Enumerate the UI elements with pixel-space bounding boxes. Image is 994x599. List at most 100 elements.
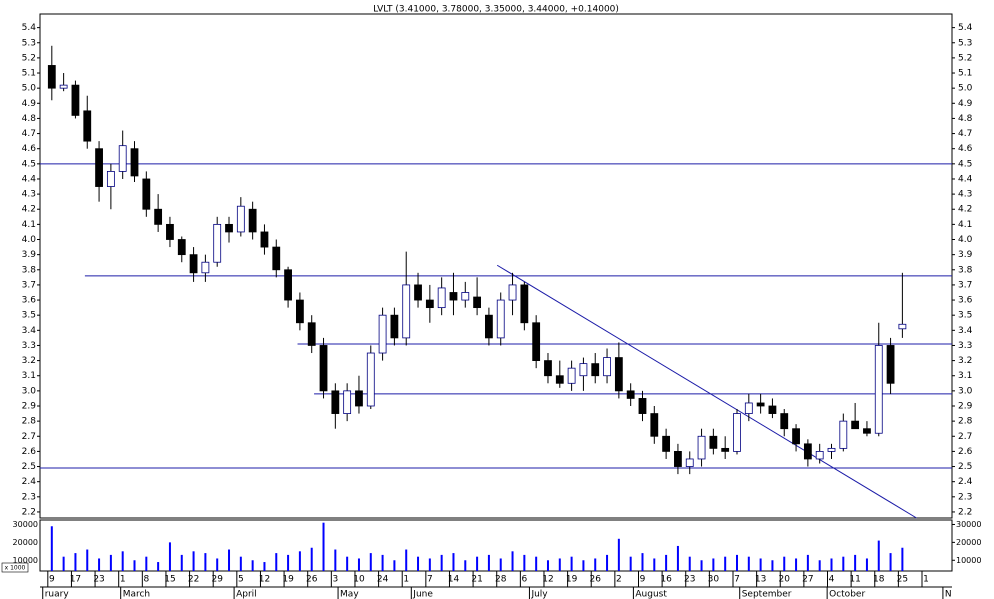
volume-bar: [889, 553, 892, 571]
y-tick-label-right: 4.3: [958, 190, 972, 200]
candle-body: [437, 287, 446, 309]
volume-bar: [369, 553, 372, 571]
volume-bar: [145, 556, 148, 571]
volume-bar: [50, 526, 53, 571]
x-tick-label: 12: [542, 575, 553, 585]
y-tick-label-right: 3.1: [958, 371, 972, 381]
volume-bar: [735, 554, 738, 571]
y-tick-label: 3.7: [22, 280, 36, 290]
y-tick-label: 5.4: [22, 23, 37, 33]
y-tick-label: 4.4: [22, 174, 37, 184]
y-tick-label-right: 4.6: [958, 144, 973, 154]
volume-frame: [39, 519, 953, 572]
month-label: N: [945, 590, 952, 599]
volume-bar: [239, 556, 242, 571]
y-tick-label-right: 2.8: [958, 417, 973, 427]
y-tick-label-right: 4.4: [958, 174, 973, 184]
y-tick-label-right: 2.9: [958, 402, 973, 412]
x-tick-label: 8: [143, 575, 149, 585]
y-tick-label: 4.5: [22, 159, 36, 169]
y-tick-label-right: 4.9: [958, 99, 973, 109]
month-label: June: [412, 590, 433, 599]
volume-bar: [275, 553, 278, 571]
month-label: October: [829, 590, 865, 599]
candle-body: [756, 402, 765, 407]
x-tick-label: 20: [779, 575, 791, 585]
volume-bar: [121, 551, 124, 571]
x-tick-label: 19: [282, 575, 294, 585]
volume-unit: x 1000: [5, 565, 26, 572]
y-tick-label-right: 2.4: [958, 477, 973, 487]
volume-bar: [393, 560, 396, 571]
candle-body: [839, 420, 848, 449]
candle-body: [343, 390, 352, 414]
x-tick-label: 22: [188, 575, 199, 585]
candle-body: [555, 375, 564, 384]
candle-body: [378, 314, 387, 354]
x-tick-label: 28: [495, 575, 507, 585]
candle-body: [307, 322, 316, 346]
y-tick-label: 5.1: [22, 69, 36, 79]
candle-body: [792, 428, 800, 445]
candle-body: [473, 296, 481, 309]
volume-bar: [818, 560, 821, 571]
x-tick-label: 26: [590, 575, 602, 585]
candle-body: [614, 357, 623, 392]
y-tick-label: 3.9: [22, 250, 37, 260]
y-tick-label: 3.2: [22, 356, 36, 366]
volume-bar: [298, 551, 301, 571]
x-tick-label: 30: [708, 575, 720, 585]
volume-bar: [582, 560, 585, 571]
x-tick-label: 4: [829, 575, 835, 585]
candle-body: [319, 345, 328, 392]
volume-bar: [594, 558, 597, 571]
volume-bar: [759, 558, 762, 571]
x-tick-label: 21: [471, 575, 482, 585]
x-tick-label: 25: [897, 575, 908, 585]
x-tick-label: 1: [120, 575, 126, 585]
x-tick-label: 12: [259, 575, 270, 585]
candle-body: [744, 402, 753, 414]
x-tick-label: 29: [211, 575, 223, 585]
volume-tick-label: 30000: [13, 520, 38, 529]
candle-body: [638, 398, 647, 414]
volume-bar: [665, 554, 668, 571]
y-tick-label-right: 4.7: [958, 129, 972, 139]
x-tick-label: 1: [403, 575, 409, 585]
x-tick-label: 7: [427, 575, 433, 585]
candle-body: [142, 178, 151, 210]
x-tick-label: 15: [164, 575, 175, 585]
candle-body: [803, 443, 812, 460]
candle-body: [579, 363, 588, 377]
volume-bar: [830, 558, 833, 571]
candle-body: [83, 110, 92, 142]
x-tick-label: 1: [923, 575, 929, 585]
y-tick-label: 5.0: [22, 84, 37, 94]
volume-bar: [476, 556, 479, 571]
x-tick-label: 3: [332, 575, 338, 585]
y-tick-label: 2.9: [22, 402, 37, 412]
x-tick-label: 6: [521, 575, 527, 585]
y-tick-label-right: 3.9: [958, 250, 973, 260]
candle-body: [780, 413, 789, 430]
candle-body: [118, 145, 127, 172]
candle-body: [414, 284, 422, 301]
y-tick-label: 4.8: [22, 114, 37, 124]
volume-bar: [168, 542, 171, 571]
month-label: April: [236, 590, 257, 599]
month-label: September: [742, 590, 792, 599]
volume-bar: [535, 556, 538, 571]
volume-bar: [216, 558, 219, 571]
candle-body: [47, 65, 56, 89]
y-tick-label: 3.1: [22, 371, 36, 381]
volume-bar: [109, 554, 112, 571]
volume-bar: [417, 556, 420, 571]
month-label: August: [635, 590, 667, 599]
y-tick-label: 3.6: [22, 296, 37, 306]
x-tick-label: 18: [873, 575, 885, 585]
candle-body: [272, 246, 281, 271]
y-tick-label: 2.2: [22, 507, 36, 517]
volume-bar: [700, 560, 703, 571]
candle-body: [544, 360, 552, 377]
